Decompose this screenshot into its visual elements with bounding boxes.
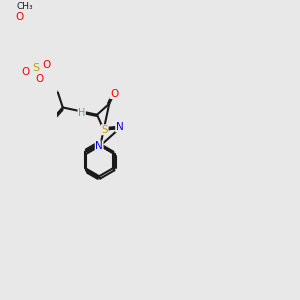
Text: N: N — [116, 122, 123, 132]
Text: N: N — [95, 141, 103, 151]
Text: O: O — [110, 88, 118, 98]
Text: O: O — [22, 67, 30, 77]
Text: H: H — [78, 108, 85, 118]
Text: O: O — [15, 12, 23, 22]
Text: O: O — [42, 60, 50, 70]
Text: S: S — [101, 125, 108, 135]
Text: O: O — [36, 74, 44, 84]
Text: S: S — [32, 63, 40, 73]
Text: CH₃: CH₃ — [16, 2, 33, 11]
